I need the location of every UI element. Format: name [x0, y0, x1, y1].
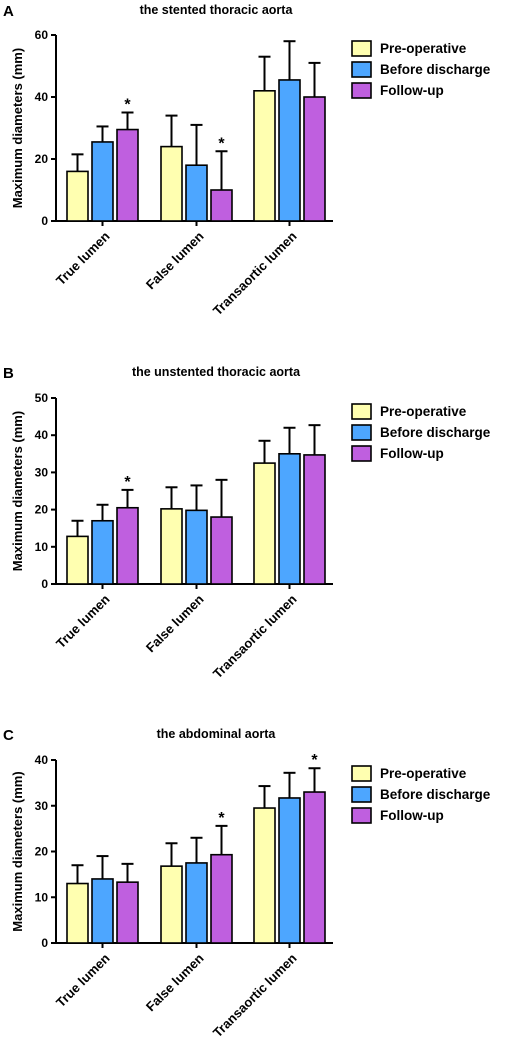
legend-swatch: [351, 424, 372, 441]
legend-label: Before discharge: [380, 425, 491, 440]
y-tick-label: 30: [35, 799, 49, 813]
y-tick-label: 0: [41, 577, 48, 591]
y-tick-label: 10: [35, 540, 49, 554]
bar: [66, 882, 89, 944]
bar: [253, 807, 276, 944]
y-axis-title: Maximum diameters (mm): [10, 771, 25, 931]
legend-label: Follow-up: [380, 83, 444, 98]
bar: [91, 141, 114, 222]
legend-label: Before discharge: [380, 787, 491, 802]
bar: [185, 164, 208, 222]
bar: [278, 79, 301, 222]
y-tick-label: 20: [35, 152, 49, 166]
legend-label: Pre-operative: [380, 404, 467, 419]
y-tick-label: 10: [35, 890, 49, 904]
legend-swatch: [351, 82, 372, 99]
panel-letter: A: [3, 3, 14, 20]
legend-swatch: [351, 786, 372, 803]
legend-label: Before discharge: [380, 62, 491, 77]
bar: [278, 797, 301, 944]
chart-title: the abdominal aorta: [157, 727, 277, 741]
category-label: True lumen: [53, 591, 113, 651]
y-tick-label: 0: [41, 214, 48, 228]
category-label: Transaortic lumen: [210, 950, 300, 1040]
category-label: False lumen: [143, 950, 207, 1014]
bar: [91, 519, 114, 585]
significance-star: *: [218, 810, 225, 827]
legend-label: Follow-up: [380, 808, 444, 823]
bar: [303, 791, 326, 944]
y-tick-label: 20: [35, 503, 49, 517]
y-tick-label: 40: [35, 753, 49, 767]
significance-star: *: [124, 474, 131, 491]
bar: [116, 506, 139, 585]
category-label: False lumen: [143, 591, 207, 655]
panel-letter: B: [3, 365, 14, 382]
category-label: Transaortic lumen: [210, 591, 300, 681]
y-axis-title: Maximum diameters (mm): [10, 411, 25, 571]
legend-label: Follow-up: [380, 446, 444, 461]
y-tick-label: 50: [35, 391, 49, 405]
bar: [66, 535, 89, 585]
legend-swatch: [351, 403, 372, 420]
bar: [185, 862, 208, 944]
y-tick-label: 0: [41, 936, 48, 950]
legend-swatch: [351, 61, 372, 78]
bar: [210, 853, 233, 944]
legend-swatch: [351, 445, 372, 462]
bar: [160, 865, 183, 944]
y-tick-label: 40: [35, 90, 49, 104]
chart-title: the stented thoracic aorta: [140, 3, 294, 17]
significance-star: *: [124, 97, 131, 114]
bar: [91, 878, 114, 944]
category-label: False lumen: [143, 228, 207, 292]
legend-swatch: [351, 807, 372, 824]
significance-star: *: [218, 135, 225, 152]
y-tick-label: 60: [35, 28, 49, 42]
legend-label: Pre-operative: [380, 41, 467, 56]
category-label: True lumen: [53, 228, 113, 288]
bar: [210, 516, 233, 585]
bar: [116, 881, 139, 944]
bar: [185, 509, 208, 585]
y-tick-label: 40: [35, 428, 49, 442]
category-label: True lumen: [53, 950, 113, 1010]
bar: [116, 128, 139, 222]
legend-swatch: [351, 765, 372, 782]
bar: [160, 508, 183, 585]
bar: [253, 90, 276, 222]
y-tick-label: 20: [35, 845, 49, 859]
bar: [160, 145, 183, 222]
significance-star: *: [311, 752, 318, 769]
bar: [210, 189, 233, 222]
bar: [253, 462, 276, 585]
y-axis-title: Maximum diameters (mm): [10, 48, 25, 208]
chart-title: the unstented thoracic aorta: [132, 365, 301, 379]
bar: [278, 452, 301, 585]
category-label: Transaortic lumen: [210, 228, 300, 318]
bar: [303, 454, 326, 585]
legend-label: Pre-operative: [380, 766, 467, 781]
legend-swatch: [351, 40, 372, 57]
y-tick-label: 30: [35, 465, 49, 479]
bar: [303, 96, 326, 222]
bar: [66, 170, 89, 222]
panel-letter: C: [3, 727, 14, 744]
